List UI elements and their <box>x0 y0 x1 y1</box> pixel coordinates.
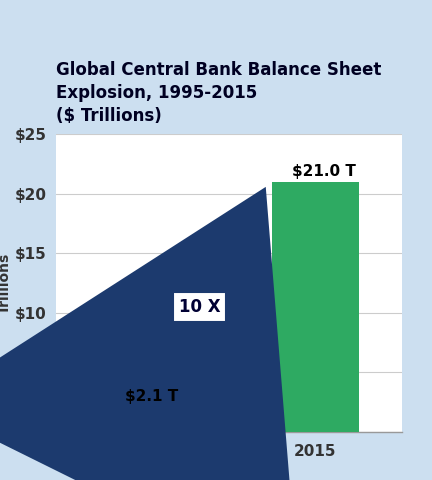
Bar <box>272 182 359 432</box>
Text: 10 X: 10 X <box>179 298 220 316</box>
Text: $2.1 T: $2.1 T <box>124 389 178 404</box>
Text: Global Central Bank Balance Sheet
Explosion, 1995-2015
($ Trillions): Global Central Bank Balance Sheet Explos… <box>56 60 381 124</box>
Bar <box>99 407 186 432</box>
Y-axis label: Trillions: Trillions <box>0 252 12 314</box>
Text: $21.0 T: $21.0 T <box>292 164 356 179</box>
